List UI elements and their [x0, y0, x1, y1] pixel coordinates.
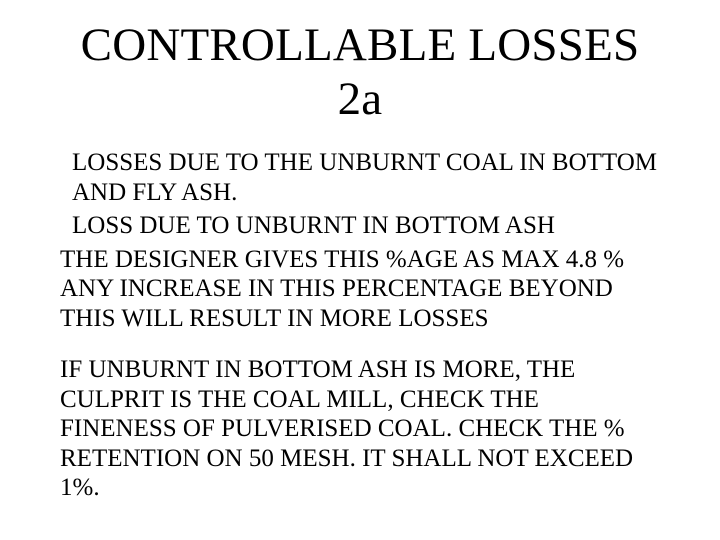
paragraph-designer-max: THE DESIGNER GIVES THIS %AGE AS MAX 4.8 … — [60, 245, 660, 334]
body-block: THE DESIGNER GIVES THIS %AGE AS MAX 4.8 … — [60, 245, 660, 503]
slide-title: CONTROLLABLE LOSSES 2a — [60, 18, 660, 126]
intro-block: LOSSES DUE TO THE UNBURNT COAL IN BOTTOM… — [60, 148, 660, 241]
slide: CONTROLLABLE LOSSES 2a LOSSES DUE TO THE… — [0, 0, 720, 540]
paragraph-loss-bottom-ash: LOSS DUE TO UNBURNT IN BOTTOM ASH — [72, 211, 660, 241]
paragraph-culprit: IF UNBURNT IN BOTTOM ASH IS MORE, THE CU… — [60, 355, 660, 503]
paragraph-losses-unburnt: LOSSES DUE TO THE UNBURNT COAL IN BOTTOM… — [72, 148, 660, 207]
